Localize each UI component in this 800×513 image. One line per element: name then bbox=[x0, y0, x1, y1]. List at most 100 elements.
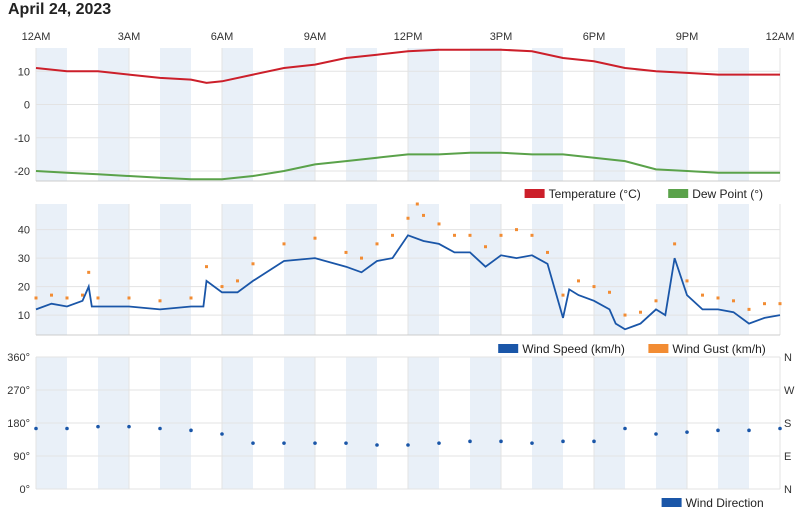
direction-point bbox=[499, 439, 503, 444]
x-tick-label: 9AM bbox=[304, 31, 327, 43]
x-tick-label: 12AM bbox=[766, 31, 795, 43]
hour-band bbox=[470, 48, 501, 181]
legend-label: Wind Speed (km/h) bbox=[522, 342, 625, 356]
hour-band bbox=[284, 204, 315, 335]
temperature-chart: 10 0 -10 -20 12AM 3AM 6AM 9AM 12PM 3PM 6PM 9PM 12AM D… bbox=[14, 31, 794, 201]
y-tick-label: -10 bbox=[14, 133, 30, 145]
gust-point bbox=[406, 216, 410, 220]
y-tick-label: 20 bbox=[18, 282, 30, 294]
direction-point bbox=[251, 441, 255, 445]
legend-label: Dew Point (°) bbox=[692, 187, 763, 201]
gust-point bbox=[415, 202, 419, 206]
y-tick-label: 0 bbox=[24, 100, 30, 112]
hour-band bbox=[532, 48, 563, 181]
direction-point bbox=[282, 441, 286, 445]
gust-point bbox=[391, 233, 394, 237]
gust-point bbox=[778, 302, 782, 306]
series-line-dew bbox=[35, 151, 780, 181]
hour-band bbox=[222, 48, 253, 181]
hour-band bbox=[408, 204, 439, 335]
direction-point bbox=[623, 426, 627, 431]
gust-point bbox=[220, 285, 224, 289]
gust-point bbox=[654, 299, 658, 303]
gust-point bbox=[127, 296, 131, 300]
hour-band bbox=[160, 204, 191, 335]
gust-point bbox=[344, 250, 348, 254]
gust-point bbox=[453, 233, 456, 237]
direction-point bbox=[592, 439, 596, 444]
y-tick-label: 10 bbox=[18, 66, 30, 78]
gust-point bbox=[484, 245, 487, 249]
gust-point bbox=[437, 222, 441, 226]
x-tick-label: 3PM bbox=[490, 31, 513, 43]
gust-point bbox=[639, 310, 642, 314]
direction-point bbox=[220, 432, 224, 436]
hour-band bbox=[532, 204, 563, 335]
gust-point bbox=[546, 250, 549, 254]
direction-point bbox=[685, 430, 689, 434]
hour-band bbox=[594, 204, 625, 335]
compass-label: E bbox=[784, 451, 791, 463]
y-tick-label: 270° bbox=[7, 385, 30, 397]
gust-point bbox=[685, 279, 689, 283]
direction-point bbox=[406, 443, 410, 447]
compass-label: W bbox=[784, 385, 795, 397]
x-tick-label: 6PM bbox=[583, 31, 606, 43]
gust-point bbox=[158, 299, 162, 303]
gust-point bbox=[50, 293, 53, 297]
legend-label: Temperature (°C) bbox=[549, 187, 641, 201]
hour-band bbox=[160, 48, 191, 181]
hour-band bbox=[408, 48, 439, 181]
direction-point bbox=[158, 426, 162, 431]
direction-point bbox=[778, 426, 782, 431]
gust-point bbox=[499, 233, 503, 237]
y-tick-label: -20 bbox=[14, 166, 30, 178]
compass-label: N bbox=[784, 484, 792, 496]
gust-point bbox=[34, 296, 38, 300]
gust-point bbox=[530, 233, 534, 237]
y-tick-label: 180° bbox=[7, 418, 30, 430]
hour-band bbox=[470, 204, 501, 335]
gust-point bbox=[205, 265, 208, 269]
legend-swatch bbox=[668, 189, 689, 198]
direction-point bbox=[437, 441, 441, 445]
legend-swatch bbox=[498, 344, 519, 353]
hour-band bbox=[222, 204, 253, 335]
gust-point bbox=[360, 256, 363, 260]
gust-point bbox=[313, 236, 317, 240]
direction-point bbox=[96, 424, 100, 429]
gust-point bbox=[747, 307, 751, 311]
gust-point bbox=[608, 290, 611, 294]
direction-point bbox=[127, 424, 131, 429]
y-tick-label: 0° bbox=[19, 484, 30, 496]
direction-point bbox=[313, 441, 317, 445]
y-tick-label: 90° bbox=[13, 451, 30, 463]
compass-label: S bbox=[784, 418, 791, 430]
direction-point bbox=[375, 443, 379, 447]
direction-point bbox=[189, 428, 193, 433]
x-tick-label: 9PM bbox=[676, 31, 699, 43]
gust-point bbox=[623, 313, 627, 317]
series-line-temperature bbox=[35, 48, 780, 84]
direction-point bbox=[654, 432, 658, 436]
gust-point bbox=[561, 293, 565, 297]
direction-point bbox=[716, 428, 720, 433]
x-tick-label: 12PM bbox=[394, 31, 423, 43]
direction-point bbox=[344, 441, 348, 445]
gust-point bbox=[251, 262, 255, 266]
gust-point bbox=[236, 279, 239, 283]
hour-band bbox=[98, 48, 129, 181]
direction-point bbox=[561, 439, 565, 444]
x-tick-label: 6AM bbox=[211, 31, 234, 43]
gust-point bbox=[422, 213, 425, 217]
y-tick-label: 360° bbox=[7, 352, 30, 364]
hour-band bbox=[36, 204, 67, 335]
gust-point bbox=[673, 242, 677, 246]
gust-point bbox=[65, 296, 69, 300]
y-tick-label: 30 bbox=[18, 253, 30, 265]
legend-swatch bbox=[648, 344, 669, 353]
hour-band bbox=[284, 48, 315, 181]
direction-point bbox=[530, 441, 534, 445]
gust-point bbox=[468, 233, 472, 237]
